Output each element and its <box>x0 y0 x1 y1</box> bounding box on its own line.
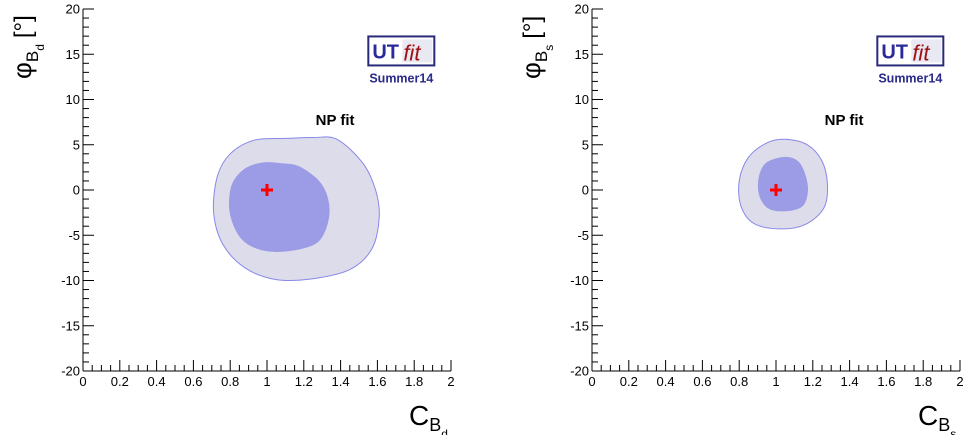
y-tick-label: -15 <box>61 318 80 333</box>
x-tick-label: 1.4 <box>841 374 859 389</box>
best-fit-marker <box>770 184 782 196</box>
y-tick-label: 15 <box>66 47 80 62</box>
x-tick-label: 1.6 <box>877 374 895 389</box>
x-tick-label: 0.6 <box>184 374 202 389</box>
utfit-logo: UT fit Summer14 <box>876 35 945 85</box>
x-tick-label: 0.6 <box>693 374 711 389</box>
y-tick-label: 0 <box>73 183 80 198</box>
y-tick-label: -10 <box>570 273 589 288</box>
x-tick-label: 0.2 <box>111 374 129 389</box>
x-tick-label: 0 <box>79 374 86 389</box>
y-tick-label: 10 <box>66 92 80 107</box>
y-axis-title-sub: B <box>23 51 42 62</box>
fit-annotation: NP fit <box>825 112 864 129</box>
y-tick-label: 20 <box>66 2 80 17</box>
x-axis-title-sub: B <box>938 415 950 435</box>
y-tick-label: 10 <box>575 92 589 107</box>
x-axis-title: CBs <box>918 400 956 435</box>
y-tick-label: -5 <box>577 228 589 243</box>
y-tick-label: -10 <box>61 273 80 288</box>
y-tick-label: 20 <box>575 2 589 17</box>
y-axis-title-main: φ <box>7 62 37 79</box>
x-tick-label: 0.4 <box>148 374 166 389</box>
x-tick-label: 2 <box>956 374 963 389</box>
x-axis-title-sub: B <box>429 415 441 435</box>
x-tick-label: 2 <box>447 374 454 389</box>
x-axis-title-main: C <box>918 400 938 431</box>
x-tick-label: 1.6 <box>368 374 386 389</box>
chart-panel-2: 0 0.2 0.4 0.6 0.8 1 1.2 1.4 1.6 1.8 2 20 15 10 5 0 -5 -10… <box>516 2 964 435</box>
x-tick-label: 0.2 <box>620 374 638 389</box>
contour-region-inner <box>228 162 330 252</box>
x-tick-label: 1.8 <box>405 374 423 389</box>
x-tick-label: 0 <box>588 374 595 389</box>
y-axis-title-unit: [°] <box>10 15 37 38</box>
utfit-logo-fit: fit <box>403 40 421 65</box>
y-axis-title-sub: B <box>532 51 551 62</box>
y-axis-title-unit: [°] <box>519 16 546 39</box>
y-tick-label: -5 <box>68 228 80 243</box>
x-tick-label: 1.8 <box>914 374 932 389</box>
x-axis-title-main: C <box>409 400 429 431</box>
y-axis-title-subsub: d <box>33 44 47 51</box>
x-tick-label: 1.2 <box>804 374 822 389</box>
x-tick-label: 1.2 <box>295 374 313 389</box>
x-tick-label: 0.8 <box>221 374 239 389</box>
x-tick-label: 0.8 <box>730 374 748 389</box>
y-axis-title-text: φBs [°] <box>516 16 556 79</box>
utfit-logo: UT fit Summer14 <box>367 35 436 85</box>
x-axis-title: CBd <box>409 400 448 435</box>
utfit-logo-ut: UT <box>372 41 399 63</box>
y-tick-label: 5 <box>582 137 589 152</box>
y-tick-label: 5 <box>73 137 80 152</box>
y-tick-label: -20 <box>570 364 589 379</box>
y-axis-title-main: φ <box>516 62 546 79</box>
contour-region-inner <box>757 156 808 212</box>
x-tick-label: 0.4 <box>657 374 675 389</box>
y-tick-label: -15 <box>570 318 589 333</box>
x-tick-label: 1 <box>772 374 779 389</box>
utfit-logo-edition: Summer14 <box>369 71 433 85</box>
y-axis-title-subsub: s <box>542 45 556 51</box>
fit-annotation: NP fit <box>316 112 355 129</box>
y-tick-label: -20 <box>61 364 80 379</box>
utfit-logo-shade <box>402 39 433 63</box>
chart-panel-1: 0 0.2 0.4 0.6 0.8 1 1.2 1.4 1.6 1.8 2 20 15 10 5 0 -5 -10… <box>7 2 455 435</box>
x-axis-title-subsub: d <box>441 427 448 435</box>
x-tick-label: 1 <box>263 374 270 389</box>
y-tick-label: 0 <box>582 183 589 198</box>
y-axis-title-text: φBd [°] <box>7 15 47 79</box>
y-tick-label: 15 <box>575 47 589 62</box>
x-axis-title-subsub: s <box>950 427 956 435</box>
x-tick-label: 1.4 <box>332 374 350 389</box>
utfit-logo-edition: Summer14 <box>878 71 942 85</box>
best-fit-marker <box>261 184 273 196</box>
utfit-logo-fit: fit <box>912 40 930 65</box>
utfit-logo-ut: UT <box>881 41 908 63</box>
y-axis-title: φBs [°] <box>516 16 556 79</box>
y-axis-title: φBd [°] <box>7 15 47 79</box>
utfit-logo-shade <box>911 39 942 63</box>
